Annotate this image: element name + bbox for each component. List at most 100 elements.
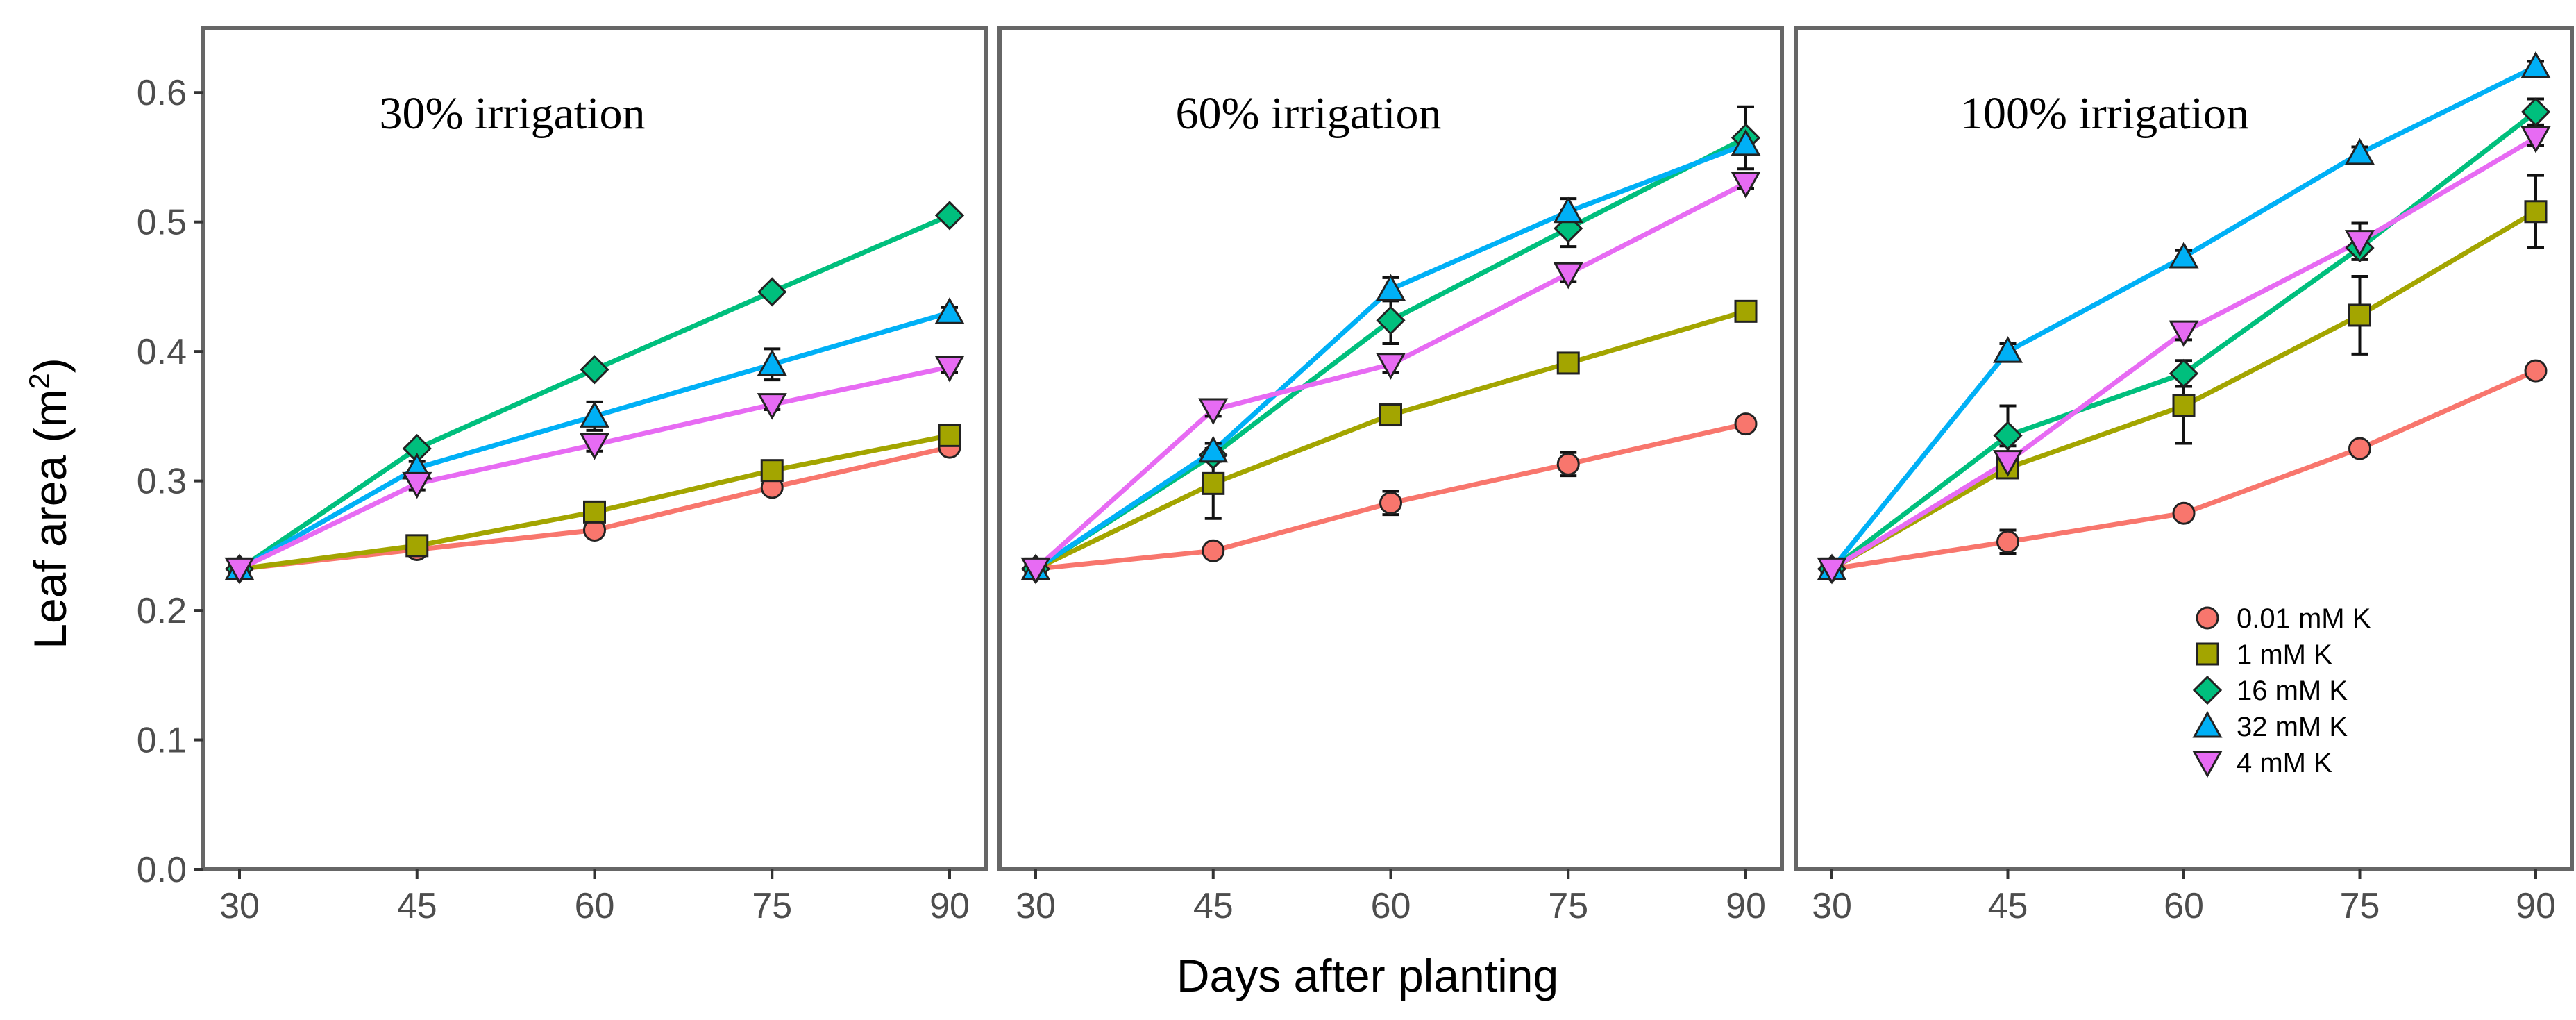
legend-key [2196, 642, 2219, 666]
data-point [757, 393, 787, 420]
x-tick-label: 60 [575, 886, 615, 926]
panel-frame [997, 26, 1784, 871]
data-point [1556, 351, 1580, 375]
data-point [1556, 452, 1580, 476]
legend-entry: 1 mM K [2196, 639, 2332, 670]
data-point [1992, 336, 2023, 363]
data-point [760, 459, 784, 483]
data-point [1198, 435, 1229, 463]
data-point [757, 277, 787, 307]
data-point [2344, 137, 2375, 165]
panel-title: 30% irrigation [379, 88, 645, 139]
data-point [1375, 353, 1406, 380]
data-point [2520, 97, 2551, 127]
legend-key [2192, 710, 2223, 738]
data-point [2348, 437, 2371, 460]
x-tick-label: 90 [2516, 886, 2556, 926]
data-point [2344, 230, 2375, 257]
panel-2: 30 45 60 75 90 60% irrigation [997, 26, 1784, 926]
data-point [1993, 421, 2023, 451]
data-point [2172, 501, 2196, 525]
data-point [2169, 358, 2199, 388]
panel-3: 30 45 60 75 90 100% irrigation [1794, 26, 2574, 926]
data-point [2169, 320, 2199, 348]
panel-title: 60% irrigation [1175, 88, 1441, 139]
y-axis-title-superscript: 2 [23, 373, 56, 389]
shared-axes-layer: Leaf area (m2) Days after planting [23, 358, 1558, 1001]
legend-label: 32 mM K [2237, 712, 2348, 742]
data-point [1379, 491, 1402, 515]
y-axis-title-main: Leaf area (m [24, 390, 76, 649]
x-tick-label: 45 [1193, 886, 1234, 926]
x-tick-label: 90 [1726, 886, 1766, 926]
y-tick-label: 0.1 [137, 721, 187, 761]
panels-layer: 0.0 0.1 0.2 0.3 0.4 0.5 0.6 30 45 60 75 90 30% irrig… [137, 26, 2574, 926]
y-tick-label: 0.4 [137, 332, 187, 372]
x-tick-label: 30 [1812, 886, 1852, 926]
data-point [224, 557, 255, 585]
legend-entry: 0.01 mM K [2196, 603, 2371, 634]
x-tick-label: 45 [397, 886, 437, 926]
panel-title: 100% irrigation [1960, 88, 2249, 139]
panel-frame [1794, 26, 2574, 871]
y-tick-label: 0.2 [137, 591, 187, 631]
data-point [934, 201, 965, 231]
data-point [1202, 471, 1225, 495]
data-point [1202, 539, 1225, 562]
data-point [1731, 172, 1761, 199]
y-tick-label: 0.3 [137, 462, 187, 502]
x-tick-label: 30 [219, 886, 260, 926]
data-point [2524, 359, 2548, 383]
x-tick-label: 90 [929, 886, 970, 926]
data-point [1020, 557, 1051, 585]
data-point [405, 534, 429, 558]
y-tick-label: 0.5 [137, 203, 187, 243]
data-point [1817, 557, 1847, 585]
legend-entry: 4 mM K [2192, 748, 2332, 778]
data-point [1992, 450, 2023, 477]
legend-key [2196, 606, 2219, 630]
data-point [1996, 530, 2019, 553]
data-point [1731, 128, 1761, 156]
data-point [1734, 412, 1758, 436]
series-line [1830, 64, 2537, 571]
x-tick-label: 60 [1371, 886, 1411, 926]
data-point [1553, 262, 1583, 290]
data-point [1198, 398, 1229, 426]
panel-1: 0.0 0.1 0.2 0.3 0.4 0.5 0.6 30 45 60 75 90 30% irrig… [137, 26, 988, 926]
legend-entry: 16 mM K [2192, 675, 2348, 706]
data-point [1376, 306, 1406, 335]
data-point [1375, 274, 1406, 301]
x-tick-label: 75 [1548, 886, 1588, 926]
data-point [757, 349, 787, 376]
data-point [2520, 51, 2551, 78]
legend-key [2192, 675, 2223, 705]
x-axis-title: Days after planting [1177, 950, 1558, 1001]
legend-key [2192, 751, 2223, 778]
data-point [402, 471, 432, 499]
data-point [1553, 196, 1583, 224]
x-tick-label: 75 [752, 886, 792, 926]
data-point [938, 424, 961, 447]
series-line [1034, 308, 1746, 571]
legend: 0.01 mM K 1 mM K 16 mM K 32 mM K 4 mM K [2192, 603, 2371, 778]
data-point [579, 433, 610, 460]
data-point [1734, 299, 1758, 323]
data-point [2169, 241, 2199, 269]
y-axis-title-close: ) [24, 358, 76, 373]
y-axis-title: Leaf area (m2) [23, 358, 76, 649]
x-tick-label: 45 [1988, 886, 2028, 926]
data-point [2520, 126, 2551, 153]
data-point [579, 401, 610, 428]
legend-label: 16 mM K [2237, 676, 2348, 706]
legend-entry: 32 mM K [2192, 710, 2348, 742]
legend-label: 1 mM K [2237, 639, 2332, 670]
data-point [1379, 403, 1402, 427]
legend-label: 0.01 mM K [2237, 603, 2371, 634]
legend-label: 4 mM K [2237, 748, 2332, 778]
data-point [583, 500, 606, 524]
y-tick-label: 0.0 [137, 850, 187, 890]
data-point [934, 356, 965, 383]
x-tick-label: 60 [2164, 886, 2204, 926]
